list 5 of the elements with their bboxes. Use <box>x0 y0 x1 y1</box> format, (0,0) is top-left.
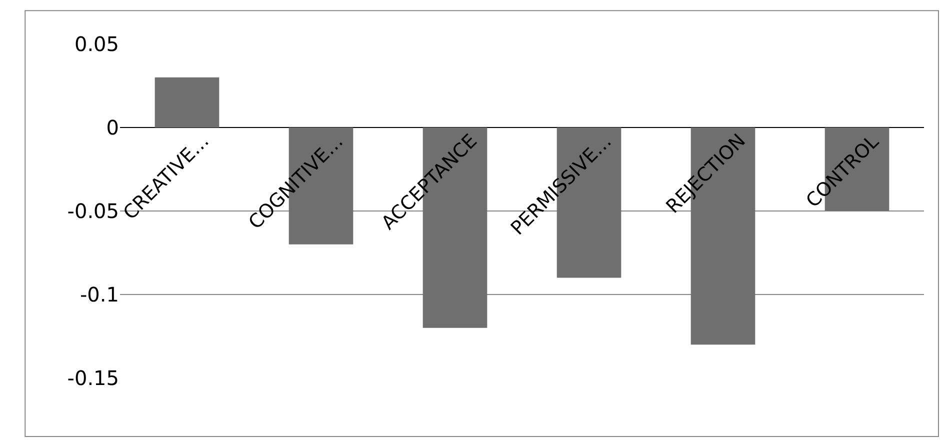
y-tick-label: -0.1 <box>80 282 119 306</box>
y-tick-label: -0.15 <box>67 366 119 390</box>
y-tick-label: 0.05 <box>74 32 119 56</box>
y-tick-label: 0 <box>106 116 119 140</box>
y-tick-label: -0.05 <box>67 199 119 223</box>
